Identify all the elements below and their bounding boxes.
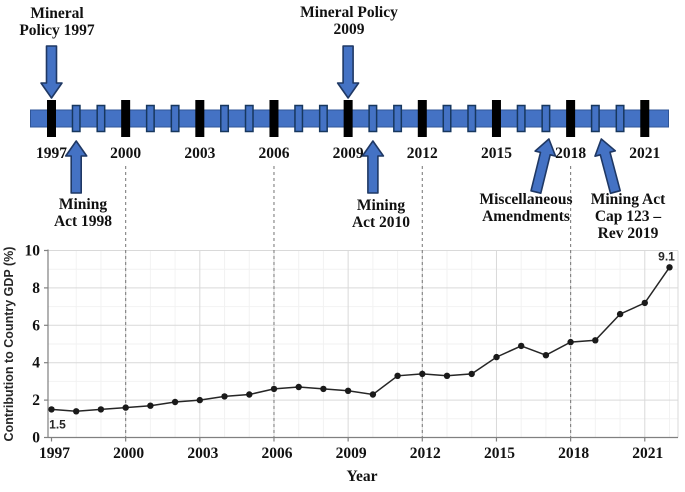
y-tick-label-10: 10 [25, 243, 41, 260]
x-tick-label-2018: 2018 [558, 445, 589, 462]
y-tick-label-2: 2 [32, 392, 40, 409]
annotation-mining-act-2010: Mining Act 2010 [351, 197, 411, 231]
data-point-2002 [171, 398, 179, 406]
data-point-2011 [394, 372, 401, 379]
data-point-2022 [666, 264, 673, 271]
mining-act-1998-arrow [64, 140, 88, 194]
data-point-2007 [295, 383, 302, 391]
timeline-tick-2008 [318, 104, 328, 133]
annotation-mineral-policy-1997: Mineral Policy 1997 [19, 5, 95, 39]
x-tick-label-2000: 2000 [113, 445, 144, 462]
timeline-year-label-2021: 2021 [629, 145, 660, 162]
data-point-2014 [468, 370, 475, 378]
data-point-2017 [542, 352, 550, 359]
timeline-tick-2014 [467, 104, 477, 133]
mineral-policy-1997-arrow [40, 45, 63, 99]
timeline-tick-1998 [71, 104, 81, 133]
mineral-policy-2009-arrow [336, 45, 360, 99]
timeline-tick-2021 [640, 100, 650, 137]
annotation-mining-act-cap-123-rev-2019: Mining Act Cap 123 – Rev 2019 [590, 191, 666, 242]
x-tick-label-2015: 2015 [484, 445, 515, 462]
last-point-label: 9.1 [658, 249, 675, 263]
y-tick-label-4: 4 [32, 355, 40, 372]
y-tick-label-8: 8 [32, 280, 40, 297]
timeline-tick-2020 [615, 104, 625, 133]
annotation-mineral-policy-2009: Mineral Policy 2009 [300, 4, 398, 38]
timeline-tick-2018 [566, 100, 576, 137]
timeline-tick-2011 [393, 104, 403, 133]
timeline-tick-2012 [417, 100, 427, 137]
timeline-tick-2019 [590, 104, 600, 133]
data-point-2016 [518, 342, 525, 350]
timeline-tick-2010 [368, 104, 378, 133]
x-axis-title: Year [347, 468, 378, 485]
data-point-2003 [196, 396, 203, 404]
x-tick-label-2006: 2006 [261, 445, 292, 462]
data-point-1999 [97, 406, 105, 413]
timeline-tick-2009 [343, 100, 353, 137]
timeline-tick-2016 [516, 104, 526, 133]
timeline-year-label-2003: 2003 [184, 145, 215, 162]
data-point-2019 [592, 337, 599, 344]
data-point-2000 [122, 404, 129, 411]
data-point-2009 [344, 387, 352, 394]
data-point-2005 [246, 391, 253, 398]
data-point-2013 [443, 372, 451, 379]
data-point-2015 [493, 353, 500, 361]
timeline-year-label-2006: 2006 [258, 145, 289, 162]
data-point-2012 [419, 370, 426, 378]
timeline-year-label-2015: 2015 [481, 145, 512, 162]
timeline-year-label-1997: 1997 [36, 145, 67, 162]
data-point-1998 [73, 408, 80, 415]
timeline-tick-2006 [269, 100, 279, 137]
mining-act-cap-123-arrow [594, 138, 622, 195]
timeline-year-label-2000: 2000 [110, 145, 141, 162]
timeline-tick-2004 [220, 104, 230, 133]
x-tick-label-1997: 1997 [39, 445, 70, 462]
y-tick-label-0: 0 [32, 430, 40, 447]
mining-act-2010-arrow [361, 140, 385, 194]
timeline-tick-2015 [491, 100, 501, 137]
data-point-2001 [147, 402, 154, 409]
x-tick-label-2003: 2003 [187, 445, 218, 462]
timeline-tick-2000 [121, 100, 131, 137]
data-point-2010 [369, 391, 377, 398]
timeline-tick-2017 [541, 104, 551, 133]
first-point-label: 1.5 [49, 417, 66, 431]
timeline-tick-2001 [145, 104, 155, 133]
timeline-tick-2007 [294, 104, 304, 133]
miscellaneous-amendments-arrow [530, 138, 557, 194]
data-point-2021 [641, 299, 648, 307]
data-point-2020 [616, 310, 624, 318]
timeline-year-label-2009: 2009 [333, 145, 364, 162]
timeline-tick-2003 [195, 100, 205, 137]
y-axis-title: Contribution to Country GDP (%) [2, 247, 16, 442]
timeline-year-label-2018: 2018 [555, 145, 586, 162]
data-point-1997 [48, 406, 55, 413]
timeline-tick-1999 [96, 104, 106, 133]
data-point-2004 [221, 393, 228, 400]
data-point-2008 [320, 385, 327, 393]
y-tick-label-6: 6 [32, 317, 40, 334]
timeline-tick-2013 [442, 104, 452, 133]
x-tick-label-2012: 2012 [410, 445, 441, 462]
x-tick-label-2009: 2009 [336, 445, 367, 462]
timeline-tick-2002 [170, 104, 180, 133]
data-point-2018 [567, 338, 574, 346]
timeline-tick-2005 [244, 104, 254, 133]
gdp-line-series [51, 266, 671, 413]
annotation-mining-act-1998: Mining Act 1998 [53, 196, 113, 230]
data-point-2006 [270, 385, 278, 393]
annotation-miscellaneous-amendments: Miscellaneous Amendments [479, 191, 573, 225]
timeline-tick-1997 [47, 100, 56, 137]
timeline-year-label-2012: 2012 [407, 145, 438, 162]
x-tick-label-2021: 2021 [632, 445, 663, 462]
